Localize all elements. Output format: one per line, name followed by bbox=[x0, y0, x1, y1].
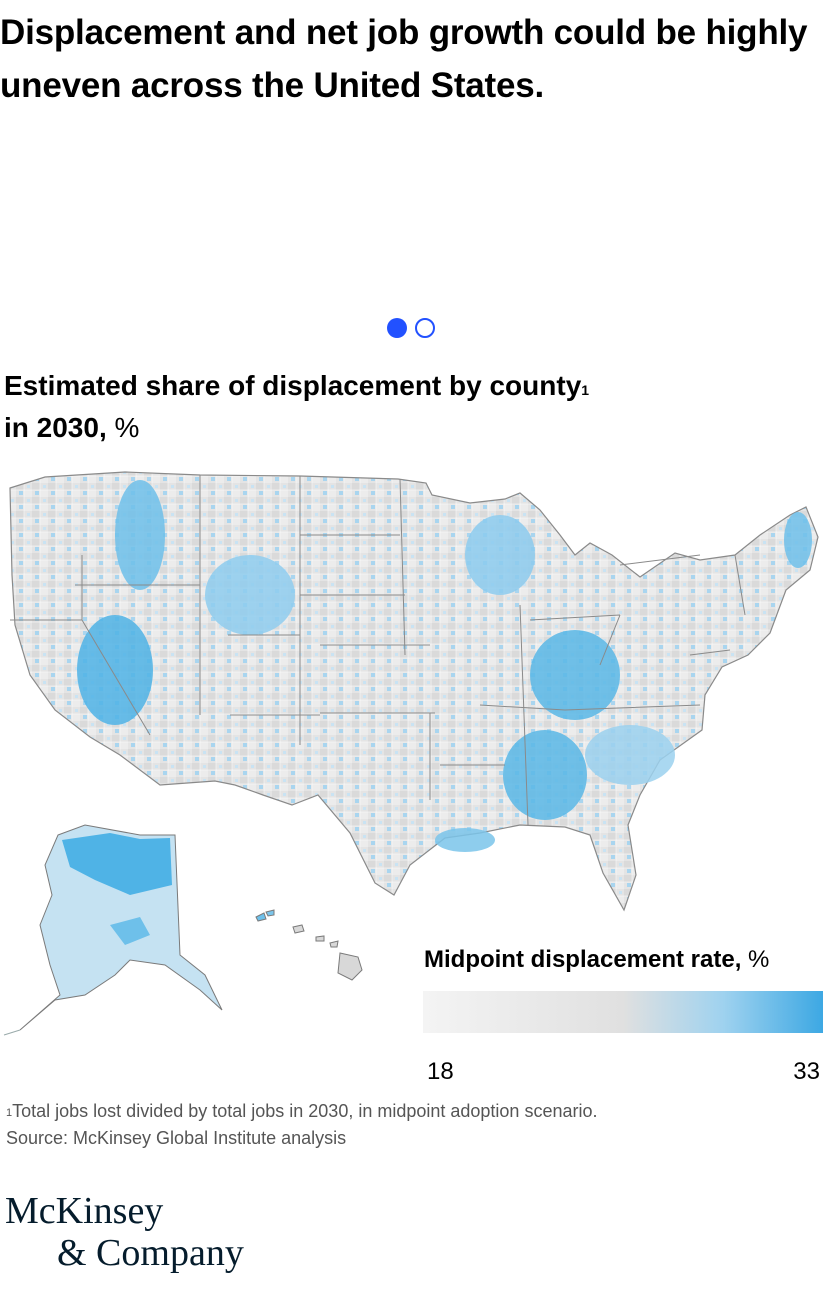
legend-title-unit: % bbox=[741, 946, 770, 973]
footnote-marker: 1 bbox=[581, 382, 590, 398]
high-displacement-regions bbox=[77, 480, 812, 852]
region-ohio-valley bbox=[530, 630, 620, 720]
legend-title-text: Midpoint displacement rate, bbox=[424, 946, 742, 973]
logo-line-1: McKinsey bbox=[5, 1190, 164, 1232]
chart-title-year: in 2030, bbox=[4, 412, 107, 443]
slide-dot-1[interactable] bbox=[387, 318, 407, 338]
region-gulf-coast bbox=[435, 828, 495, 852]
chart-title-unit: % bbox=[106, 412, 140, 443]
slide-pager bbox=[387, 318, 435, 338]
region-wisconsin bbox=[465, 515, 535, 595]
source-line: Source: McKinsey Global Institute analys… bbox=[6, 1128, 347, 1148]
footnote-text: 1Total jobs lost divided by total jobs i… bbox=[6, 1098, 598, 1125]
scale-max-label: 33 bbox=[793, 1058, 820, 1085]
region-northwest bbox=[115, 480, 165, 590]
footnote-body: Total jobs lost divided by total jobs in… bbox=[12, 1101, 598, 1121]
region-maine bbox=[784, 512, 812, 568]
footnote: 1Total jobs lost divided by total jobs i… bbox=[6, 1098, 598, 1152]
region-wyoming bbox=[205, 555, 295, 635]
legend-title: Midpoint displacement rate, % bbox=[424, 946, 769, 974]
logo-line-2: & Company bbox=[57, 1232, 244, 1274]
slide-dot-2[interactable] bbox=[415, 318, 435, 338]
region-nevada bbox=[77, 615, 153, 725]
footnote-marker: 1 bbox=[6, 1107, 13, 1119]
headline: Displacement and net job growth could be… bbox=[0, 13, 808, 105]
region-carolinas bbox=[585, 725, 675, 785]
alaska bbox=[3, 824, 223, 1036]
scale-min-label: 18 bbox=[427, 1058, 454, 1085]
region-alabama bbox=[503, 730, 587, 820]
color-scale-bar bbox=[423, 991, 823, 1033]
hawaii bbox=[255, 909, 363, 981]
chart-title: Estimated share of displacement by count… bbox=[4, 365, 604, 449]
us-county-map bbox=[3, 471, 819, 1036]
chart-title-text: Estimated share of displacement by count… bbox=[4, 370, 582, 401]
mckinsey-logo: McKinsey & Company bbox=[5, 1190, 244, 1274]
state-borders bbox=[10, 475, 746, 826]
